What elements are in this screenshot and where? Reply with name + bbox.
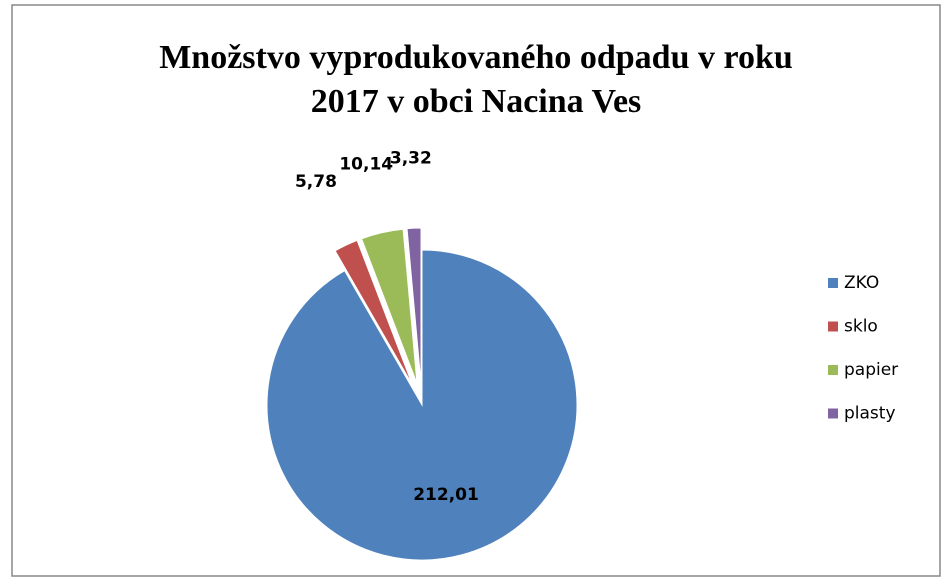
pie-slice <box>406 227 422 384</box>
legend-swatch <box>828 408 838 419</box>
data-label: 5,78 <box>295 172 337 192</box>
pie-slice <box>334 239 414 386</box>
data-label: 10,14 <box>339 155 393 175</box>
data-label: 212,01 <box>413 485 479 505</box>
legend-label: sklo <box>844 317 878 337</box>
chart-title: 2017 v obci Nacina Ves <box>311 83 642 120</box>
chart-title: Množstvo vyprodukovaného odpadu v roku <box>159 39 793 76</box>
legend-label: plasty <box>844 404 896 424</box>
legend-label: papier <box>844 360 898 380</box>
data-label: 3,32 <box>390 149 432 169</box>
pie-slice <box>360 228 418 384</box>
legend-label: ZKO <box>844 273 879 293</box>
legend-swatch <box>828 365 838 375</box>
pie-slice <box>266 249 578 561</box>
legend-swatch <box>828 278 838 288</box>
legend-swatch <box>828 321 838 332</box>
